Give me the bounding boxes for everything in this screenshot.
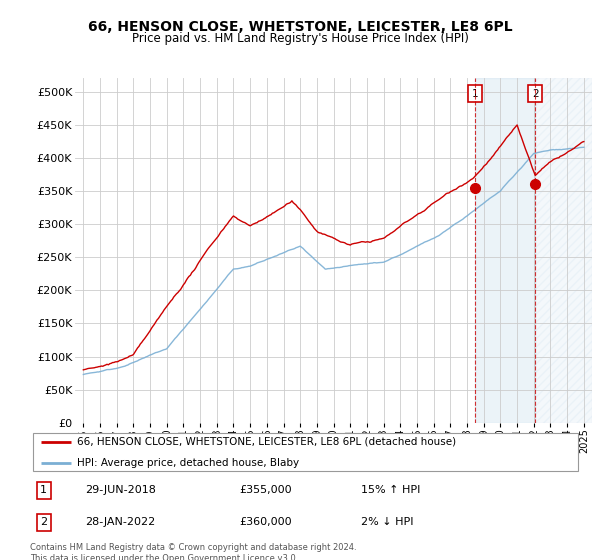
Text: 2: 2 xyxy=(40,517,47,528)
Text: 66, HENSON CLOSE, WHETSTONE, LEICESTER, LE8 6PL: 66, HENSON CLOSE, WHETSTONE, LEICESTER, … xyxy=(88,20,512,34)
Text: £355,000: £355,000 xyxy=(240,485,292,495)
Text: 28-JAN-2022: 28-JAN-2022 xyxy=(85,517,155,528)
Text: HPI: Average price, detached house, Blaby: HPI: Average price, detached house, Blab… xyxy=(77,458,299,468)
Text: Price paid vs. HM Land Registry's House Price Index (HPI): Price paid vs. HM Land Registry's House … xyxy=(131,32,469,45)
Text: 2% ↓ HPI: 2% ↓ HPI xyxy=(361,517,414,528)
Bar xyxy=(535,78,592,423)
Text: 29-JUN-2018: 29-JUN-2018 xyxy=(85,485,156,495)
FancyBboxPatch shape xyxy=(33,433,578,471)
Text: 1: 1 xyxy=(472,88,479,99)
Text: 66, HENSON CLOSE, WHETSTONE, LEICESTER, LE8 6PL (detached house): 66, HENSON CLOSE, WHETSTONE, LEICESTER, … xyxy=(77,437,456,447)
Text: 1: 1 xyxy=(40,485,47,495)
Text: Contains HM Land Registry data © Crown copyright and database right 2024.
This d: Contains HM Land Registry data © Crown c… xyxy=(30,543,356,560)
Text: 15% ↑ HPI: 15% ↑ HPI xyxy=(361,485,421,495)
Text: 2: 2 xyxy=(532,88,538,99)
Bar xyxy=(475,78,535,423)
Text: £360,000: £360,000 xyxy=(240,517,292,528)
